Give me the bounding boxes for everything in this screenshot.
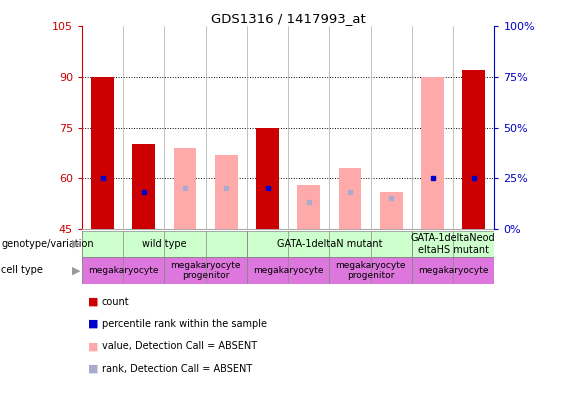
Text: percentile rank within the sample: percentile rank within the sample — [102, 319, 267, 329]
Text: genotype/variation: genotype/variation — [1, 239, 94, 249]
Text: ■: ■ — [88, 364, 98, 373]
Text: megakaryocyte: megakaryocyte — [253, 266, 323, 275]
Text: value, Detection Call = ABSENT: value, Detection Call = ABSENT — [102, 341, 257, 351]
Bar — [91, 77, 114, 229]
Bar — [247, 257, 329, 284]
Text: GATA-1deltaNeod
eltaHS mutant: GATA-1deltaNeod eltaHS mutant — [411, 233, 496, 255]
Bar — [256, 128, 279, 229]
Text: cell type: cell type — [1, 265, 43, 275]
Bar — [412, 231, 494, 257]
Bar — [247, 231, 412, 257]
Text: ■: ■ — [88, 319, 98, 329]
Bar — [164, 257, 247, 284]
Bar — [380, 192, 403, 229]
Text: count: count — [102, 297, 129, 307]
Bar — [412, 257, 494, 284]
Bar — [421, 77, 444, 229]
Text: wild type: wild type — [142, 239, 186, 249]
Title: GDS1316 / 1417993_at: GDS1316 / 1417993_at — [211, 12, 366, 25]
Bar — [462, 70, 485, 229]
Text: GATA-1deltaN mutant: GATA-1deltaN mutant — [277, 239, 382, 249]
Text: ▶: ▶ — [72, 265, 81, 275]
Bar — [132, 145, 155, 229]
Bar — [82, 231, 247, 257]
Text: rank, Detection Call = ABSENT: rank, Detection Call = ABSENT — [102, 364, 252, 373]
Bar — [173, 148, 197, 229]
Bar — [215, 155, 238, 229]
Text: ■: ■ — [88, 341, 98, 351]
Bar — [338, 168, 362, 229]
Bar — [297, 185, 320, 229]
Text: megakaryocyte: megakaryocyte — [418, 266, 488, 275]
Bar — [329, 257, 412, 284]
Text: ▶: ▶ — [72, 239, 81, 249]
Text: megakaryocyte
progenitor: megakaryocyte progenitor — [171, 261, 241, 280]
Text: megakaryocyte
progenitor: megakaryocyte progenitor — [336, 261, 406, 280]
Text: megakaryocyte: megakaryocyte — [88, 266, 158, 275]
Text: ■: ■ — [88, 297, 98, 307]
Bar — [82, 257, 164, 284]
